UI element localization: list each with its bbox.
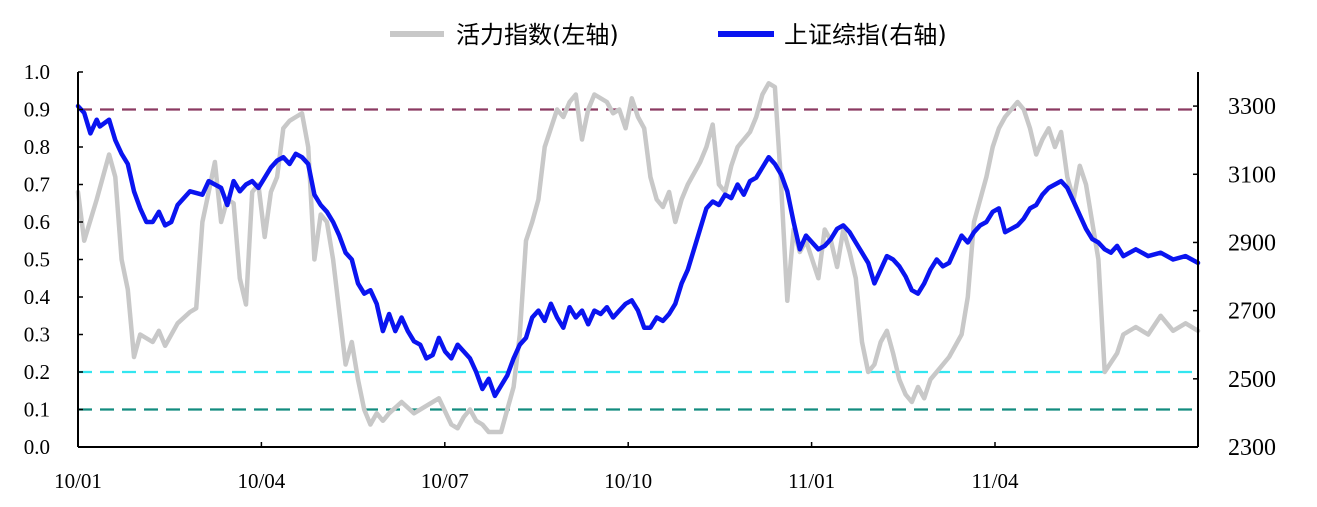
x-tick-label: 10/10: [604, 469, 652, 493]
reference-lines: [78, 108, 1198, 411]
series-line-shanghai-composite: [75, 103, 1201, 399]
right-tick-label: 3100: [1228, 162, 1276, 188]
legend-label-vitality-index: 活力指数(左轴): [456, 21, 619, 49]
left-tick-label: 0.8: [24, 135, 50, 159]
left-axis-ticks: 0.0 0.1 0.2 0.3 0.4 0.5 0.6 0.7 0.8 0.9 1.0: [24, 60, 83, 459]
right-tick-label: 3300: [1228, 94, 1276, 120]
legend-label-shanghai-composite: 上证综指(右轴): [784, 21, 947, 49]
left-tick-label: 0.4: [24, 285, 51, 309]
x-tick-label: 10/01: [54, 469, 102, 493]
x-tick-label: 10/07: [421, 469, 469, 493]
right-tick-label: 2500: [1228, 367, 1276, 393]
left-tick-label: 0.2: [24, 360, 50, 384]
left-tick-label: 0.7: [24, 173, 50, 197]
right-tick-label: 2300: [1228, 435, 1276, 461]
x-tick-label: 10/04: [237, 469, 285, 493]
right-tick-label: 2900: [1228, 230, 1276, 256]
right-axis-ticks: 2300 2500 2700 2900 3100 3300: [1193, 94, 1276, 461]
x-tick-label: 11/04: [971, 469, 1019, 493]
left-tick-label: 0.6: [24, 210, 50, 234]
left-tick-label: 0.5: [24, 248, 50, 272]
x-axis-ticks: 10/01 10/04 10/07 10/10 11/01 11/04: [54, 442, 1019, 493]
right-tick-label: 2700: [1228, 299, 1276, 325]
left-tick-label: 0.9: [24, 98, 50, 122]
left-tick-label: 0.3: [24, 323, 50, 347]
x-tick-label: 11/01: [788, 469, 835, 493]
series-layer: [75, 81, 1201, 435]
series-line-vitality-index: [75, 81, 1201, 435]
legend: 活力指数(左轴) 上证综指(右轴): [390, 21, 947, 49]
left-tick-label: 0.1: [24, 398, 50, 422]
left-tick-label: 1.0: [24, 60, 50, 84]
left-tick-label: 0.0: [24, 435, 50, 459]
